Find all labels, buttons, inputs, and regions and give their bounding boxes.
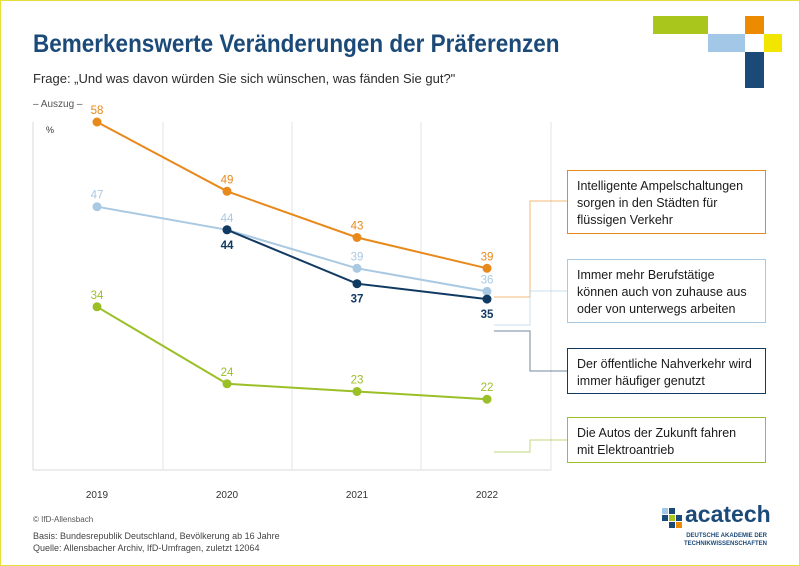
series-line-3: [96, 305, 488, 401]
deco-square-green: [653, 16, 708, 34]
data-label-1-2021: 39: [351, 251, 364, 263]
series-line-1: [96, 205, 488, 293]
deco-square-navy: [745, 52, 764, 88]
logo-subtitle-line-2: TECHNIKWISSENSCHAFTEN: [683, 541, 767, 547]
legend-item-remote-work: Immer mehr Berufstätige können auch von …: [567, 259, 766, 323]
acatech-logo: acatech DEUTSCHE AKADEMIE DER TECHNIKWIS…: [662, 501, 772, 555]
x-tick-label-2020: 2020: [216, 490, 239, 501]
legend-item-electric-cars: Die Autos der Zukunft fahren mit Elektro…: [567, 417, 766, 463]
data-label-1-2020: 44: [221, 213, 234, 225]
x-tick-label-2019: 2019: [86, 490, 109, 501]
data-label-3-2020: 24: [221, 367, 234, 379]
data-label-1-2019: 47: [91, 190, 104, 202]
data-point-0-2022: [482, 263, 492, 273]
data-point-0-2020: [222, 186, 232, 196]
acatech-logo-mark: [662, 508, 682, 528]
data-label-1-2022: 36: [481, 274, 494, 286]
excerpt-note: – Auszug –: [33, 99, 83, 110]
source-text: Quelle: Allensbacher Archiv, IfD-Umfrage…: [33, 543, 260, 553]
data-label-3-2022: 22: [481, 382, 494, 394]
data-label-3-2019: 34: [91, 290, 104, 302]
data-point-0-2021: [352, 233, 362, 242]
data-label-0-2019: 58: [91, 105, 104, 117]
legend-item-public-transport: Der öffentliche Nahverkehr wird immer hä…: [567, 348, 766, 394]
data-point-1-2019: [92, 202, 102, 212]
x-tick-label-2021: 2021: [346, 490, 369, 501]
legend-connector-1: [494, 290, 567, 326]
chart-title: Bemerkenswerte Veränderungen der Präfere…: [33, 30, 560, 58]
source-note: Basis: Bundesrepublik Deutschland, Bevöl…: [33, 530, 280, 554]
logo-subtitle: DEUTSCHE AKADEMIE DER TECHNIKWISSENSCHAF…: [682, 532, 767, 548]
data-point-3-2020: [222, 379, 232, 389]
data-label-2-2021: 37: [351, 294, 364, 306]
legend-connector-3: [494, 439, 567, 453]
series-line-0: [96, 121, 488, 270]
data-label-2-2022: 35: [481, 309, 494, 321]
legend-connector-2: [494, 330, 567, 372]
copyright-note: © IfD-Allensbach: [33, 515, 94, 524]
data-point-0-2019: [92, 117, 102, 127]
data-point-1-2021: [352, 263, 362, 273]
deco-square-orange: [745, 16, 764, 34]
data-label-3-2021: 23: [351, 375, 364, 387]
basis-text: Basis: Bundesrepublik Deutschland, Bevöl…: [33, 531, 280, 541]
chart-subtitle: Frage: „Und was davon würden Sie sich wü…: [33, 71, 456, 86]
logo-wordmark: acatech: [685, 501, 771, 527]
deco-square-yellow: [764, 34, 782, 52]
data-label-0-2020: 49: [221, 174, 234, 186]
legend-item-traffic-lights: Intelligente Ampelschaltungen sorgen in …: [567, 170, 766, 234]
x-tick-label-2022: 2022: [476, 490, 499, 501]
deco-square-lightblue: [708, 34, 745, 52]
data-label-0-2021: 43: [351, 221, 364, 233]
data-point-2-2022: [482, 294, 492, 304]
logo-subtitle-line-1: DEUTSCHE AKADEMIE DER: [686, 533, 767, 539]
data-label-0-2022: 39: [481, 251, 494, 263]
data-point-3-2022: [482, 394, 492, 404]
data-point-2-2021: [352, 279, 362, 289]
data-label-2-2020: 44: [221, 240, 234, 252]
data-point-2-2020: [222, 225, 232, 235]
legend-connector-0: [494, 200, 567, 298]
data-point-3-2019: [92, 302, 102, 312]
data-point-3-2021: [352, 387, 362, 396]
data-point-1-2022: [482, 286, 492, 296]
y-axis-label: %: [46, 125, 54, 135]
